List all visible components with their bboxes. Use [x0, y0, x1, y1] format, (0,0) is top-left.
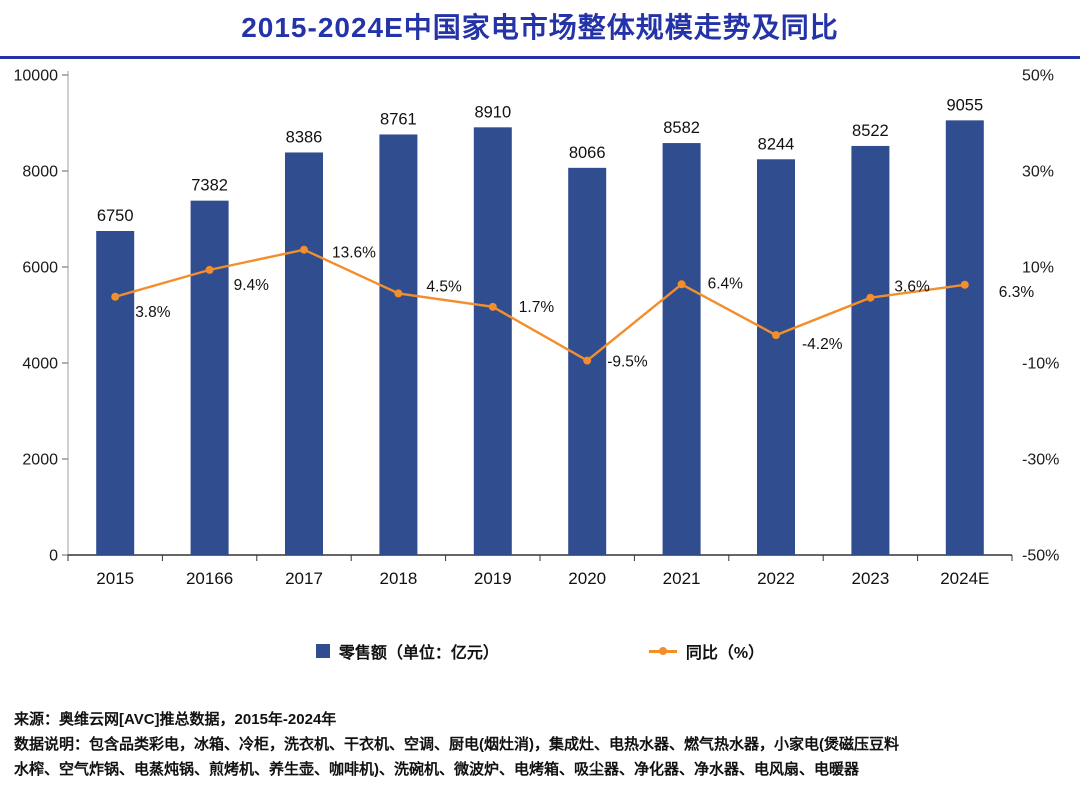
bar-value-label: 8244 [758, 135, 795, 153]
page-title: 2015-2024E中国家电市场整体规模走势及同比 [241, 12, 839, 43]
title-divider [0, 56, 1080, 59]
x-axis-category-label: 2019 [474, 569, 512, 588]
left-axis-tick-label: 2000 [22, 452, 58, 469]
legend-label-retail: 零售额（单位：亿元） [338, 645, 499, 662]
yoy-point [300, 245, 308, 254]
x-axis-category-label: 20166 [186, 569, 233, 588]
bar-value-label: 7382 [191, 177, 228, 195]
bar-value-label: 8066 [569, 144, 606, 162]
data-note-line-2: 水榨、空气炸锅、电蒸炖锅、煎烤机、养生壶、咖啡机)、洗碗机、微波炉、电烤箱、吸尘… [14, 761, 860, 778]
yoy-value-label: 3.6% [894, 279, 930, 296]
yoy-value-label: 6.3% [999, 284, 1035, 301]
yoy-value-label: 6.4% [708, 275, 744, 292]
left-axis-tick-label: 8000 [22, 164, 58, 181]
yoy-value-label: 3.8% [135, 304, 171, 321]
yoy-value-label: 4.5% [426, 278, 462, 295]
bar-20166 [190, 200, 229, 555]
yoy-point [205, 265, 214, 274]
yoy-point [677, 280, 686, 289]
bar-2018 [379, 134, 418, 556]
bar-value-label: 8386 [286, 128, 323, 146]
data-note-line-1: 数据说明：包含品类彩电，冰箱、冷柜，洗衣机、干衣机、空调、厨电(烟灶消)，集成灶… [14, 736, 899, 753]
bar-2019 [473, 127, 512, 555]
bar-2023 [851, 145, 890, 555]
yoy-value-label: 9.4% [234, 277, 270, 294]
left-axis-tick-label: 6000 [22, 260, 58, 277]
bar-value-label: 9055 [946, 96, 983, 114]
bar-2017 [285, 152, 323, 556]
right-axis-tick-label: -10% [1022, 356, 1059, 373]
legend-label-yoy: 同比（%） [685, 645, 765, 662]
bar-2024E [945, 120, 984, 556]
legend-item-retail: 零售额（单位：亿元） [315, 639, 499, 663]
market-size-yoy-chart: 0 2000 4000 6000 8000 10000 50% 30% 10% -10% -30% -… [14, 68, 1060, 589]
x-axis-category-label: 2022 [757, 569, 795, 588]
line-marker-dot-icon [658, 647, 667, 655]
left-axis-tick-label: 4000 [22, 356, 58, 373]
left-axis-tick-label: 10000 [14, 68, 59, 85]
x-axis-category-label: 2020 [568, 569, 606, 588]
line-series-swatch-icon [648, 647, 677, 655]
legend-item-yoy: 同比（%） [648, 639, 765, 663]
source-note: 来源：奥维云网[AVC]推总数据，2015年-2024年 [14, 711, 337, 728]
x-axis-category-label: 2015 [96, 569, 134, 588]
right-axis-tick-label: 10% [1022, 260, 1054, 277]
yoy-point [960, 280, 969, 289]
yoy-value-label: 13.6% [332, 245, 376, 262]
chart-legend: 零售额（单位：亿元） 同比（%） [0, 639, 1080, 663]
x-axis-category-label: 2024E [940, 569, 989, 588]
bar-2021 [662, 143, 701, 555]
bar-value-label: 8522 [852, 122, 889, 140]
left-axis-tick-label: 0 [49, 548, 58, 565]
yoy-point [488, 302, 497, 311]
bar-2022 [757, 159, 795, 555]
yoy-point [394, 289, 403, 298]
x-axis-category-label: 2021 [663, 569, 701, 588]
yoy-value-label: -9.5% [607, 354, 648, 371]
bar-value-label: 8761 [380, 110, 417, 128]
right-axis-tick-label: -50% [1022, 548, 1059, 565]
bar-2015 [96, 231, 135, 555]
yoy-point [111, 292, 120, 301]
right-axis-tick-label: 50% [1022, 68, 1054, 85]
yoy-point [583, 356, 592, 365]
chart-footnotes: 来源：奥维云网[AVC]推总数据，2015年-2024年 数据说明：包含品类彩电… [0, 707, 1080, 782]
right-axis-tick-label: 30% [1022, 164, 1054, 181]
bar-series-swatch-icon [315, 644, 330, 658]
x-axis-category-label: 2018 [379, 569, 417, 588]
bar-value-label: 6750 [97, 207, 134, 225]
x-axis-category-label: 2023 [851, 569, 889, 588]
x-axis-category-label: 2017 [285, 569, 323, 588]
bar-value-label: 8582 [663, 119, 700, 137]
yoy-point [866, 293, 875, 302]
yoy-point [772, 331, 780, 340]
right-axis-tick-label: -30% [1022, 452, 1059, 469]
yoy-value-label: -4.2% [802, 336, 843, 353]
yoy-value-label: 1.7% [519, 299, 555, 316]
yoy-line [114, 248, 965, 363]
bar-value-label: 8910 [474, 103, 511, 121]
